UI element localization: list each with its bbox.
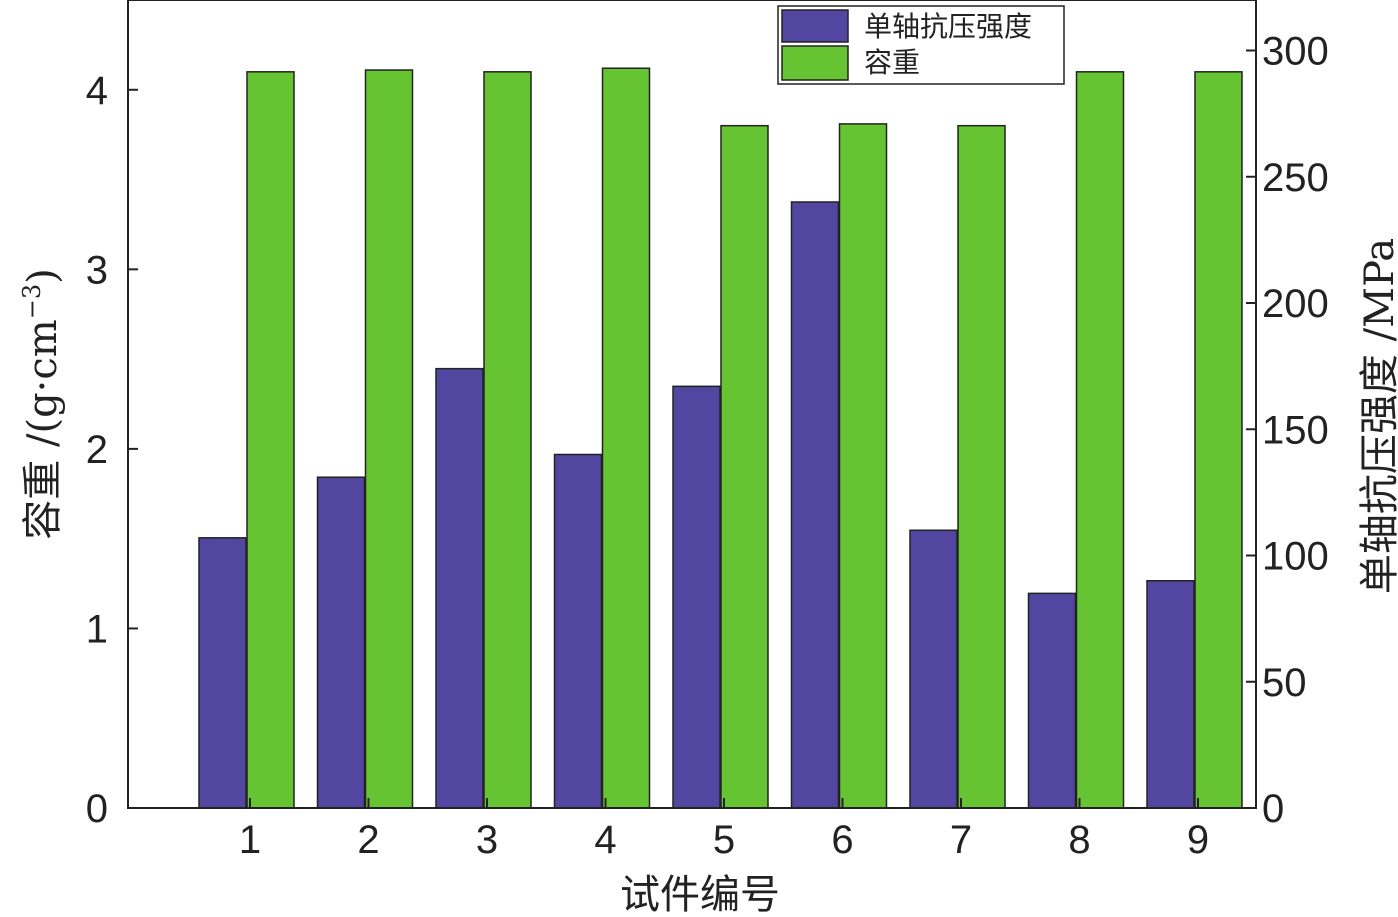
left-tick-label-3: 3 xyxy=(86,248,108,292)
legend-swatch-density xyxy=(781,45,849,81)
density-bar-9 xyxy=(1194,71,1243,809)
right-tick-label-50: 50 xyxy=(1262,661,1307,705)
strength-bar-3 xyxy=(435,367,484,809)
x-tick-label-9: 9 xyxy=(1187,818,1209,862)
density-bar-6 xyxy=(838,123,888,809)
left-tick-label-0: 0 xyxy=(86,787,108,831)
plot-frame xyxy=(127,0,1257,809)
strength-bar-5 xyxy=(672,385,721,809)
right-tick-label-100: 100 xyxy=(1262,535,1329,579)
left-tick-label-4: 4 xyxy=(86,69,108,113)
density-bar-1 xyxy=(246,71,295,809)
x-axis-title: 试件编号 xyxy=(620,872,780,917)
x-tick-label-1: 1 xyxy=(239,818,261,862)
x-tick-label-4: 4 xyxy=(594,818,616,862)
density-bar-7 xyxy=(957,124,1006,809)
legend-label-strength: 单轴抗压强度 xyxy=(864,10,1032,43)
x-tick-label-7: 7 xyxy=(950,818,972,862)
legend-label-density: 容重 xyxy=(864,46,920,79)
bars-layer xyxy=(198,67,1243,809)
left-axis-title-close: ) xyxy=(20,268,66,284)
left-axis-title: 容重 /(g·cm−3) xyxy=(18,268,66,539)
left-axis-title-sup: −3 xyxy=(18,284,46,319)
right-tick-label-0: 0 xyxy=(1262,787,1284,831)
density-bar-4 xyxy=(601,67,651,809)
strength-bar-4 xyxy=(553,453,603,809)
strength-bar-9 xyxy=(1146,580,1195,809)
density-bar-2 xyxy=(364,69,414,809)
right-tick-label-250: 250 xyxy=(1262,156,1329,200)
left-tick-label-1: 1 xyxy=(86,607,108,651)
right-tick-label-150: 150 xyxy=(1262,408,1329,452)
right-tick-label-300: 300 xyxy=(1262,30,1329,74)
density-bar-8 xyxy=(1075,71,1125,809)
strength-bar-6 xyxy=(790,201,840,809)
right-axis-title: 单轴抗压强度 /MPa xyxy=(1357,238,1398,594)
x-tick-label-3: 3 xyxy=(476,818,498,862)
x-tick-label-6: 6 xyxy=(831,818,853,862)
x-tick-label-8: 8 xyxy=(1068,818,1090,862)
left-tick-label-2: 2 xyxy=(86,428,108,472)
x-tick-label-5: 5 xyxy=(713,818,735,862)
legend-swatch-strength xyxy=(781,9,849,43)
strength-bar-2 xyxy=(316,476,366,809)
ticks-layer xyxy=(128,49,1256,809)
density-bar-3 xyxy=(483,71,532,809)
strength-bar-1 xyxy=(198,537,247,809)
x-tick-label-2: 2 xyxy=(357,818,379,862)
strength-bar-8 xyxy=(1027,592,1077,809)
left-axis-title-main: 容重 /(g·cm xyxy=(20,319,66,539)
labels-layer: 1 2 3 4 5 6 7 8 9 0 1 2 3 4 0 50 100 150 200 250 300 xyxy=(86,30,1329,863)
strength-bar-7 xyxy=(909,529,958,809)
density-bar-5 xyxy=(720,124,769,809)
right-tick-label-200: 200 xyxy=(1262,282,1329,326)
legend: 单轴抗压强度 容重 xyxy=(777,5,1065,85)
